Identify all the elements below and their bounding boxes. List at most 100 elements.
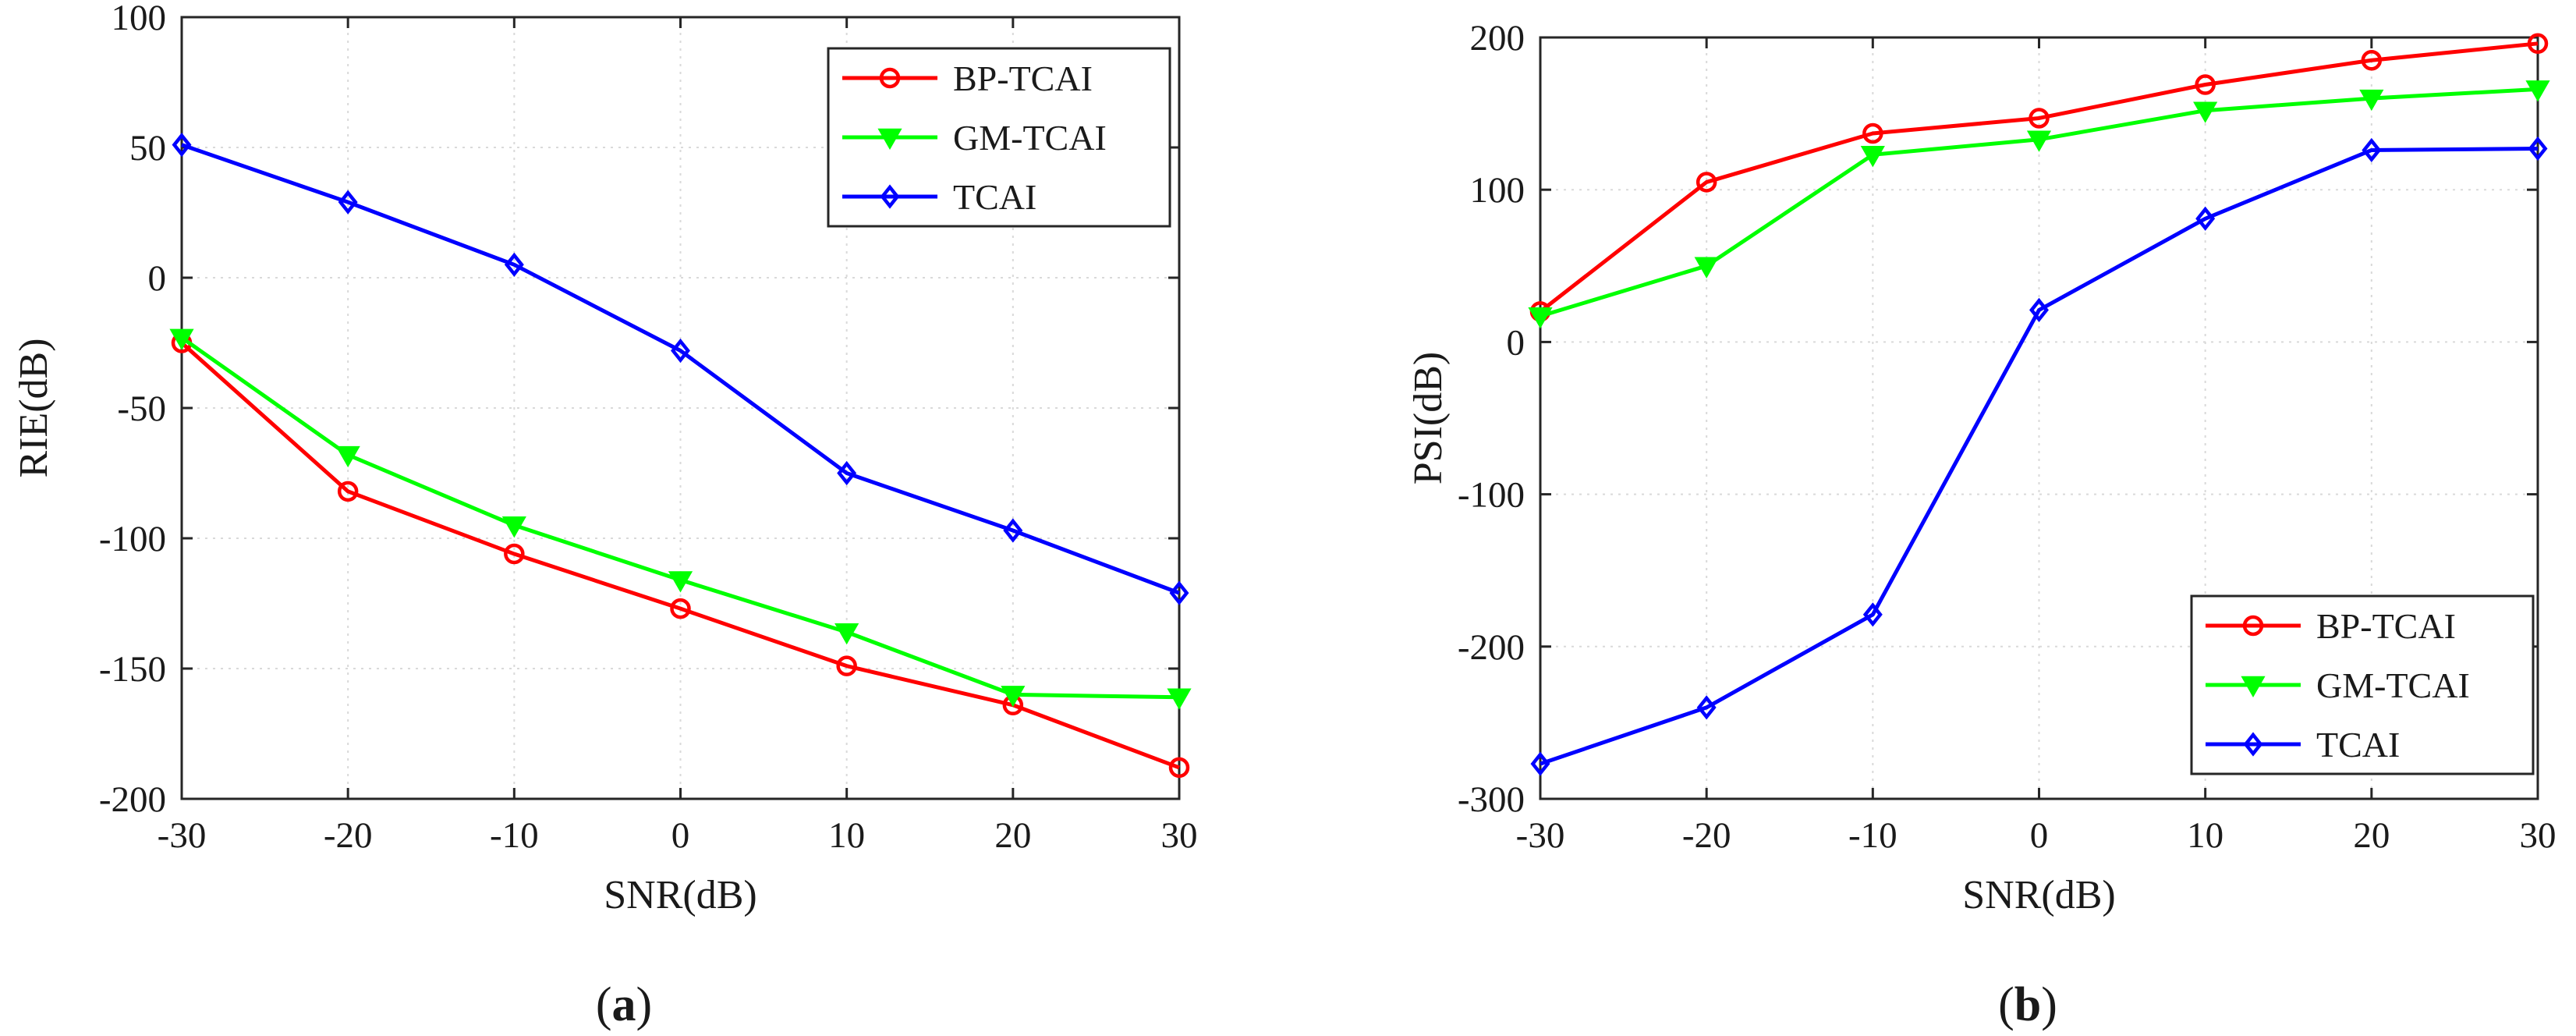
- series-gm-tcai: [169, 328, 1192, 710]
- y-tick-label: -300: [1458, 779, 1525, 820]
- data-point: [1003, 518, 1023, 543]
- data-point: [671, 338, 690, 364]
- data-point: [2029, 108, 2050, 129]
- x-tick-label: -10: [1848, 815, 1897, 856]
- series-line: [1540, 146, 2539, 766]
- panel-caption-close: ): [2041, 978, 2057, 1031]
- x-tick-label: 30: [1161, 815, 1198, 856]
- x-tick-label: -30: [158, 815, 207, 856]
- y-tick-label: -100: [99, 519, 166, 559]
- data-point: [2193, 101, 2218, 123]
- panel-caption-letter: a: [612, 978, 636, 1031]
- x-tick-label: 0: [671, 815, 690, 856]
- x-tick-label: -30: [1516, 815, 1565, 856]
- data-point: [1168, 757, 1190, 779]
- legend-label: BP-TCAI: [953, 59, 1093, 98]
- panel-caption: (a): [596, 978, 652, 1031]
- data-point: [1860, 146, 1885, 168]
- y-tick-label: -100: [1458, 475, 1525, 516]
- panel-caption-open: (: [1998, 978, 2014, 1031]
- x-tick-label: 30: [2520, 815, 2557, 856]
- series-gm-tcai: [1528, 80, 2550, 329]
- chart-panel-b: -30 -20 -10 0 10 20 30-300-200-1000100200SNR(d…: [1406, 18, 2557, 1031]
- data-point: [2026, 130, 2052, 152]
- data-point: [335, 445, 360, 468]
- series-line: [1539, 41, 2539, 314]
- x-tick-label: 20: [2353, 815, 2390, 856]
- panel-caption: (b): [1998, 978, 2057, 1031]
- legend-label: TCAI: [953, 177, 1036, 217]
- data-point: [337, 481, 359, 502]
- legend: BP-TCAI GM-TCAI TCAI: [2190, 594, 2535, 775]
- legend-label: GM-TCAI: [953, 118, 1107, 158]
- legend-label: TCAI: [2316, 725, 2400, 765]
- y-tick-label: 200: [1470, 18, 1525, 59]
- x-tick-label: 20: [994, 815, 1031, 856]
- y-axis-label: RIE(dB): [12, 338, 56, 477]
- y-tick-label: -200: [1458, 627, 1525, 668]
- data-point: [668, 571, 693, 593]
- x-tick-label: 0: [2030, 815, 2049, 856]
- y-tick-label: -150: [99, 649, 166, 690]
- data-point: [1530, 751, 1550, 776]
- legend: BP-TCAI GM-TCAI TCAI: [827, 47, 1171, 228]
- data-point: [338, 190, 358, 215]
- data-point: [2361, 50, 2383, 71]
- x-tick-label: 10: [2187, 815, 2223, 856]
- data-point: [1528, 307, 1553, 329]
- data-point: [2527, 33, 2549, 55]
- data-point: [670, 598, 691, 619]
- legend-marker: [877, 128, 902, 151]
- x-tick-label: 10: [828, 815, 865, 856]
- legend-marker: [2243, 732, 2263, 757]
- x-tick-label: -20: [1682, 815, 1731, 856]
- x-tick-label: -10: [490, 815, 539, 856]
- data-point: [1694, 257, 1719, 279]
- data-point: [1167, 688, 1192, 710]
- y-tick-label: 100: [1470, 170, 1525, 211]
- data-point: [1696, 695, 1717, 720]
- legend-marker: [880, 184, 900, 209]
- legend-label: BP-TCAI: [2316, 606, 2456, 646]
- data-point: [2029, 297, 2049, 323]
- data-point: [172, 133, 192, 158]
- data-point: [504, 252, 524, 277]
- y-tick-label: -200: [99, 779, 166, 820]
- y-tick-label: 100: [112, 0, 167, 38]
- x-axis-label: SNR(dB): [1962, 873, 2115, 917]
- panel-caption-close: ): [636, 978, 653, 1031]
- legend-marker: [2242, 615, 2264, 637]
- chart-panel-a: -30 -20 -10 0 10 20 30-200-150-100-50050100SNR…: [12, 0, 1198, 1031]
- panel-caption-open: (: [596, 978, 612, 1031]
- legend-marker: [879, 67, 901, 89]
- data-point: [836, 655, 857, 676]
- data-point: [169, 328, 194, 350]
- series-tcai: [1530, 136, 2548, 776]
- data-point: [501, 516, 526, 538]
- data-point: [1862, 602, 1883, 627]
- series-tcai: [172, 133, 1189, 605]
- data-point: [1001, 686, 1026, 708]
- y-axis-label: PSI(dB): [1406, 352, 1451, 484]
- data-point: [1169, 580, 1189, 605]
- legend-label: GM-TCAI: [2316, 665, 2470, 705]
- y-tick-label: 0: [1507, 322, 1525, 363]
- data-point: [837, 460, 857, 486]
- panel-caption-letter: b: [2014, 978, 2041, 1031]
- series-line: [181, 143, 1180, 595]
- data-point: [834, 623, 859, 645]
- data-point: [1862, 122, 1883, 144]
- y-tick-label: -50: [117, 388, 166, 429]
- data-point: [2359, 89, 2384, 112]
- data-point: [2195, 74, 2216, 95]
- data-point: [2528, 136, 2548, 161]
- x-tick-label: -20: [324, 815, 373, 856]
- y-tick-label: 50: [129, 128, 166, 169]
- data-point: [1695, 172, 1717, 193]
- legend-marker: [2241, 676, 2266, 698]
- data-point: [2362, 137, 2382, 163]
- y-tick-label: 0: [148, 258, 167, 299]
- data-point: [2195, 206, 2216, 231]
- data-point: [504, 543, 525, 565]
